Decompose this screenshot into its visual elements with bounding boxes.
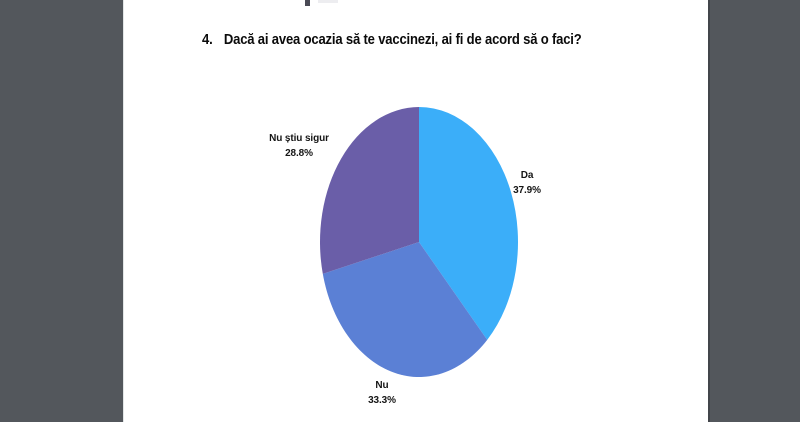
slice-percent-text: 37.9% [513, 185, 541, 196]
pie-slice-nu [322, 242, 488, 377]
pie-slice-nu-stiu-sigur [320, 107, 419, 274]
slice-label-nu: Nu 33.3% [342, 378, 422, 408]
slice-label-text: Da [520, 170, 534, 181]
slice-label-da: Da 37.9% [487, 168, 567, 198]
pie-slice-da [419, 107, 518, 340]
slice-label-text: Nu [375, 380, 389, 391]
slice-percent-text: 33.3% [368, 395, 396, 406]
slice-label-nu-stiu-sigur: Nu știu sigur 28.8% [239, 131, 359, 161]
question-title: 4. Dacă ai avea ocazia să te vaccinezi, a… [202, 31, 582, 48]
question-number: 4. [202, 31, 213, 48]
cutoff-text-fragment [305, 0, 310, 6]
question-text: Dacă ai avea ocazia să te vaccinezi, ai … [223, 31, 582, 48]
pie-chart [320, 107, 518, 377]
document-page: 4. Dacă ai avea ocazia să te vaccinezi, a… [123, 0, 710, 422]
cutoff-text-fragment-faint [318, 0, 338, 3]
slice-label-text: Nu știu sigur [269, 133, 329, 144]
slice-percent-text: 28.8% [285, 148, 313, 159]
